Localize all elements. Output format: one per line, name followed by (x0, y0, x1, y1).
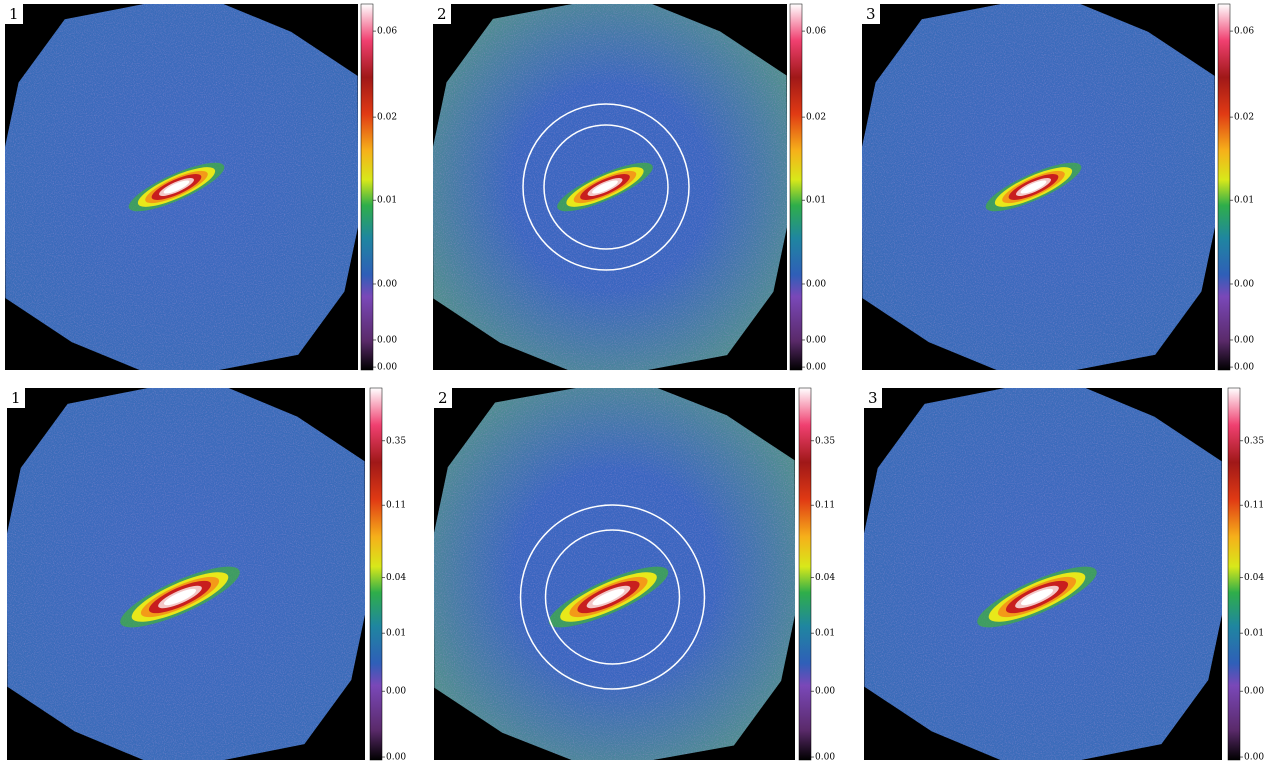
panel-label: 2 (438, 389, 448, 407)
colorbar (1217, 3, 1231, 371)
annulus-ring (522, 103, 690, 271)
panel: 3 0.06 0.02 0.01 0.00 0.00 0.00 (862, 3, 1254, 373)
colorbar-tick-label: 0.02 (1234, 113, 1254, 123)
colorbar-tick-label: 0.11 (1244, 501, 1264, 511)
galaxy-layer (592, 588, 625, 606)
colorbar-tick-label: 0.04 (815, 573, 835, 583)
colorbar-tick-label: 0.11 (386, 501, 406, 511)
colorbar-tick-label: 0.02 (806, 113, 826, 123)
galaxy (548, 566, 669, 628)
colorbar (1227, 387, 1241, 761)
galaxy (557, 162, 653, 212)
colorbar-tick-label: 0.35 (815, 436, 835, 446)
colorbar-tick-label: 0.06 (806, 27, 826, 37)
colorbar-tick-label: 0.00 (806, 363, 826, 373)
colorbar-tick-label: 0.04 (386, 573, 406, 583)
panel-label: 1 (9, 5, 19, 23)
panel-label: 1 (11, 389, 21, 407)
sky-noise (864, 388, 1222, 760)
colorbar-tick-label: 0.00 (1234, 279, 1254, 289)
annulus-ring (544, 529, 681, 665)
galaxy (120, 566, 240, 628)
colorbar-tick-label: 0.06 (377, 27, 397, 37)
colorbar-tick-label: 0.35 (1244, 436, 1264, 446)
colorbar-tick-label: 0.00 (1234, 335, 1254, 345)
panel: 2 0.06 0.02 0.01 0.00 0.00 0.00 (433, 3, 826, 373)
colorbar-tick-label: 0.00 (1234, 363, 1254, 373)
colorbar (789, 3, 803, 371)
colorbar-tick-label: 0.00 (815, 753, 835, 763)
colorbar-tick-label: 0.00 (377, 279, 397, 289)
colorbar (360, 3, 374, 371)
panel: 3 0.35 0.11 0.04 0.01 0.00 0.00 (864, 387, 1264, 763)
colorbar-tick-label: 0.11 (815, 501, 835, 511)
galaxy (985, 162, 1082, 212)
panel-label: 3 (868, 389, 878, 407)
galaxy (977, 566, 1097, 628)
galaxy-layer (592, 180, 618, 194)
colorbar (798, 387, 812, 761)
panel-label: 2 (437, 5, 447, 23)
colorbar-tick-label: 0.00 (1244, 753, 1264, 763)
colorbar-tick-label: 0.01 (806, 196, 826, 206)
colorbar-tick-label: 0.02 (377, 113, 397, 123)
sky-noise (434, 388, 795, 760)
panel: 1 0.35 0.11 0.04 0.01 0.00 0.00 (7, 387, 406, 763)
colorbar-tick-label: 0.00 (806, 279, 826, 289)
panel: 1 0.06 0.02 0.01 0.00 0.00 0.00 (5, 3, 397, 373)
galaxy (128, 162, 225, 212)
colorbar-tick-label: 0.00 (377, 335, 397, 345)
colorbar-tick-label: 0.01 (815, 629, 835, 639)
colorbar-tick-label: 0.00 (815, 687, 835, 697)
colorbar-tick-label: 0.00 (386, 753, 406, 763)
panel-label-box (862, 4, 880, 24)
colorbar-tick-label: 0.01 (1234, 196, 1254, 206)
galaxy-layer (1020, 180, 1047, 194)
panel-label-box (5, 4, 23, 24)
colorbar-tick-label: 0.00 (1244, 687, 1264, 697)
colorbar-tick-label: 0.35 (386, 436, 406, 446)
colorbar-tick-label: 0.06 (1234, 27, 1254, 37)
colorbar-tick-label: 0.01 (386, 629, 406, 639)
colorbar-tick-label: 0.00 (386, 687, 406, 697)
panel-label-box (864, 388, 882, 408)
colorbar-tick-label: 0.04 (1244, 573, 1264, 583)
colorbar-tick-label: 0.01 (377, 196, 397, 206)
panel-label-box (433, 4, 451, 24)
panel-label: 3 (866, 5, 876, 23)
annulus-ring (543, 124, 669, 250)
colorbar-tick-label: 0.00 (806, 335, 826, 345)
panel-label-box (7, 388, 25, 408)
panel: 2 0.35 0.11 0.04 0.01 0.00 0.00 (434, 387, 835, 763)
annulus-ring (519, 504, 706, 690)
colorbar-tick-label: 0.00 (377, 363, 397, 373)
panel-label-box (434, 388, 452, 408)
colorbar (369, 387, 383, 761)
colorbar-tick-label: 0.01 (1244, 629, 1264, 639)
galaxy-layer (1020, 588, 1054, 606)
galaxy-layer (163, 180, 190, 194)
sky-noise (7, 388, 365, 760)
galaxy-layer (163, 588, 197, 606)
